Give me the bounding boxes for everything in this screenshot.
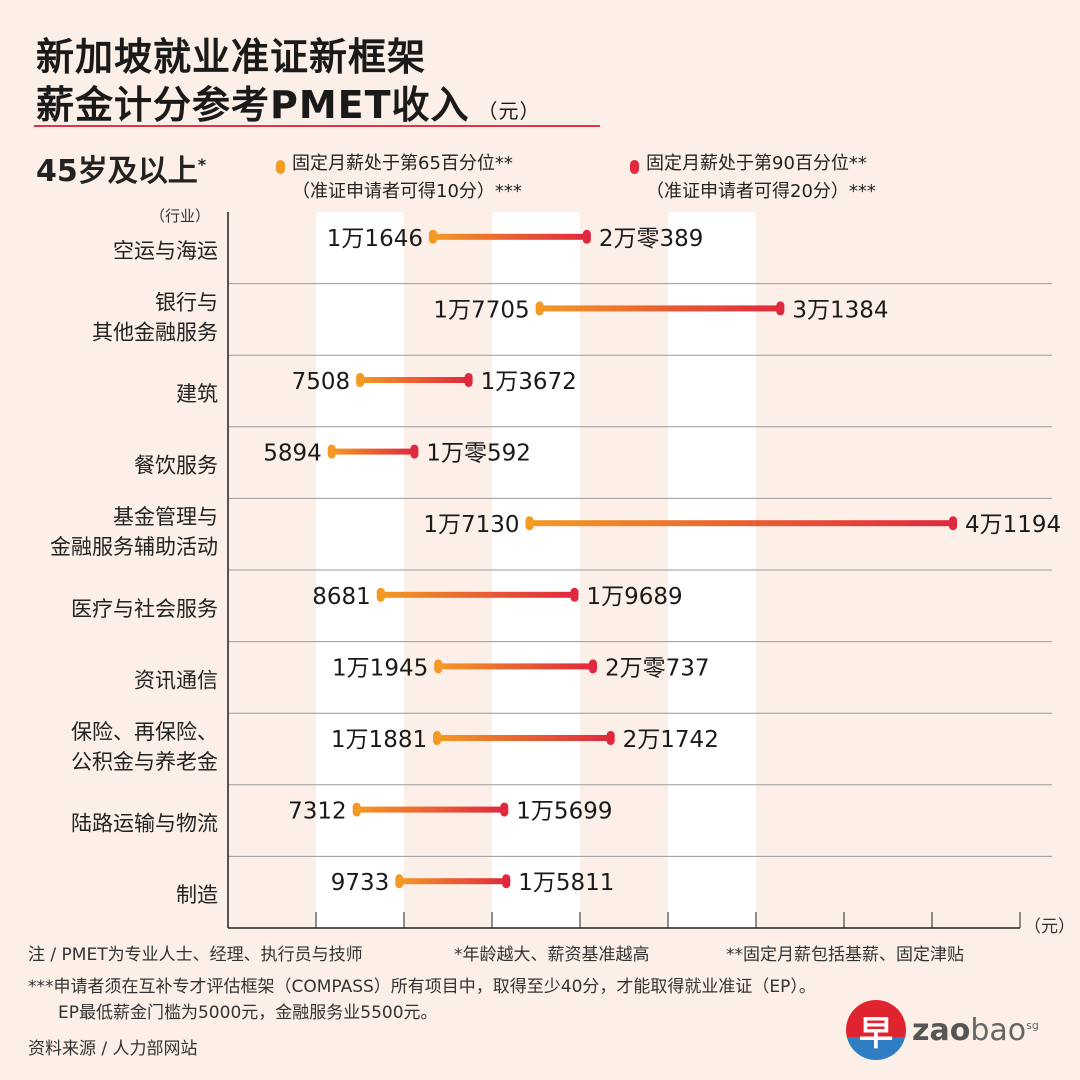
p65-dot [327, 444, 336, 459]
p90-value-label: 1万5699 [516, 799, 612, 825]
p65-dot [356, 373, 365, 387]
dumbbell-bar [437, 735, 611, 741]
p65-dot [525, 516, 534, 531]
p65-value-label: 8681 [312, 584, 371, 610]
p90-value-label: 4万1194 [965, 512, 1061, 538]
note-5: EP最低薪金门槛为5000元，金融服务业5500元。 [58, 1003, 438, 1023]
p90-value-label: 2万1742 [623, 727, 719, 753]
category-label: 银行与 [155, 290, 218, 314]
logo-text: zaobaosg [912, 1013, 1039, 1048]
category-label: 制造 [176, 883, 218, 907]
p65-dot [428, 229, 437, 244]
p90-dot [464, 373, 473, 387]
legend-p65-line1: 固定月薪处于第65百分位** [292, 153, 513, 174]
p90-dot [606, 731, 615, 745]
category-label: 资讯通信 [134, 668, 218, 692]
dumbbell-bar [399, 878, 507, 885]
age-group-text: 45岁及以上 [36, 154, 198, 189]
dumbbell-bar [529, 520, 954, 527]
category-label: 保险、再保险、 [71, 720, 218, 744]
p90-dot [776, 301, 785, 316]
p90-value-label: 2万零737 [605, 655, 710, 681]
orange-dot-icon [276, 160, 285, 174]
legend-p90: 固定月薪处于第90百分位** （准证申请者可得20分）*** [630, 150, 876, 206]
category-label: 空运与海运 [113, 239, 218, 263]
logo-text-bold: zao [912, 1012, 971, 1048]
dumbbell-bar [360, 377, 469, 383]
legend-p65-line2: （准证申请者可得10分）*** [292, 181, 522, 202]
logo-suffix: sg [1026, 1018, 1039, 1032]
p90-value-label: 3万1384 [792, 297, 888, 323]
p65-value-label: 5894 [263, 441, 322, 467]
age-group: 45岁及以上* [36, 146, 206, 190]
p90-dot [502, 874, 511, 889]
p65-dot [535, 301, 544, 316]
dumbbell-bar [539, 305, 781, 312]
p65-value-label: 7312 [288, 799, 347, 825]
p90-dot [588, 659, 597, 674]
p65-value-label: 1万1945 [332, 655, 428, 681]
category-label: 公积金与养老金 [71, 750, 218, 774]
note-3: **固定月薪包括基薪、固定津贴 [726, 945, 964, 965]
note-1: 注 / PMET为专业人士、经理、执行员与技师 [28, 945, 363, 965]
category-label: 基金管理与 [113, 505, 218, 529]
note-2: *年龄越大、薪资基准越高 [454, 945, 650, 965]
title-line-2: 薪金计分参考PMET收入 （元） [36, 74, 541, 129]
category-label: 金融服务辅助活动 [50, 535, 218, 559]
source: 资料来源 / 人力部网站 [28, 1039, 198, 1059]
title-line-1: 新加坡就业准证新框架 [36, 35, 427, 79]
legend-p90-line2: （准证申请者可得20分）*** [646, 181, 876, 202]
p65-value-label: 7508 [292, 369, 351, 395]
p65-value-label: 1万7130 [423, 512, 519, 538]
p65-dot [433, 731, 442, 745]
p90-dot [582, 229, 591, 244]
category-label: 医疗与社会服务 [71, 597, 218, 621]
legend-p65: 固定月薪处于第65百分位** （准证申请者可得10分）*** [276, 150, 522, 206]
p65-dot [395, 874, 404, 889]
p90-dot [500, 802, 509, 817]
legend-p90-line1: 固定月薪处于第90百分位** [646, 153, 867, 174]
category-label: 餐饮服务 [134, 454, 218, 478]
p65-dot [352, 802, 361, 817]
logo-text-light: bao [970, 1012, 1027, 1048]
p65-value-label: 1万1646 [327, 226, 423, 252]
category-label: 其他金融服务 [92, 320, 218, 344]
p65-dot [376, 587, 385, 602]
title-unit: （元） [477, 99, 541, 123]
zaobao-logo: 早 zaobaosg [846, 1000, 1039, 1060]
p90-dot [570, 587, 579, 602]
p90-value-label: 2万零389 [599, 226, 704, 252]
p90-value-label: 1万5811 [518, 870, 614, 896]
p65-value-label: 1万1881 [331, 727, 427, 753]
p90-value-label: 1万9689 [587, 584, 683, 610]
dumbbell-bar [331, 448, 415, 455]
p65-dot [434, 659, 443, 674]
industry-label: （行业） [150, 207, 211, 225]
p65-value-label: 9733 [331, 870, 390, 896]
dumbbell-bar [380, 591, 575, 598]
note-4: ***申请者须在互补专才评估框架（COMPASS）所有项目中，取得至少40分，才… [28, 977, 816, 997]
category-label: 陆路运输与物流 [71, 812, 218, 836]
category-label: 建筑 [176, 382, 218, 406]
dumbbell-bar [432, 233, 587, 240]
p90-value-label: 1万零592 [426, 441, 531, 467]
p90-dot [410, 444, 419, 459]
title-underline [34, 125, 600, 127]
title-line-2-text: 薪金计分参考PMET收入 [36, 83, 470, 127]
axis-unit: （元） [1024, 917, 1075, 937]
p90-dot [949, 516, 958, 531]
logo-mark: 早 [846, 1000, 906, 1060]
dumbbell-bar [356, 806, 505, 813]
p90-value-label: 1万3672 [481, 369, 577, 395]
age-mark: * [197, 155, 207, 174]
red-dot-icon [630, 160, 639, 174]
dumbbell-bar [438, 663, 593, 670]
p65-value-label: 1万7705 [433, 297, 529, 323]
